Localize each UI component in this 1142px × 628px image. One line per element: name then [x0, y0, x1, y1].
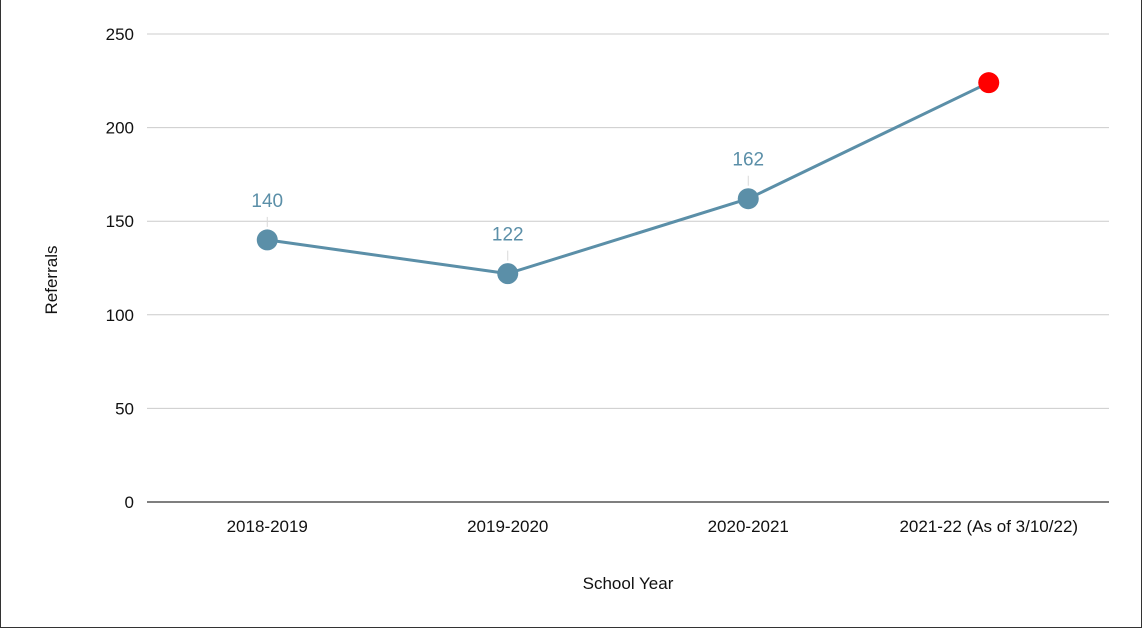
y-tick-labels: 0 50 100 150 200 250: [106, 25, 134, 512]
x-tick-label: 2019-2020: [467, 517, 548, 536]
data-label: 162: [732, 150, 764, 171]
highlighted-data-point: [978, 72, 1000, 94]
y-tick-label: 100: [106, 306, 134, 325]
data-points: [256, 72, 1000, 285]
data-point: [737, 188, 759, 210]
data-point: [256, 229, 278, 251]
y-tick-label: 250: [106, 25, 134, 44]
y-tick-label: 50: [115, 399, 134, 418]
data-label: 122: [492, 225, 524, 246]
data-point: [497, 263, 519, 285]
x-tick-label: 2018-2019: [227, 517, 308, 536]
series-line: [267, 81, 990, 276]
x-axis-title: School Year: [583, 574, 674, 593]
y-tick-label: 150: [106, 212, 134, 231]
y-tick-label: 0: [125, 493, 134, 512]
series-line: [267, 81, 990, 276]
data-label: 140: [251, 191, 283, 212]
x-tick-labels: 2018-2019 2019-2020 2020-2021 2021-22 (As o…: [227, 517, 1078, 536]
y-tick-label: 200: [106, 119, 134, 138]
x-tick-label: 2020-2021: [708, 517, 789, 536]
x-tick-label: 2021-22 (As of 3/10/22): [899, 517, 1078, 536]
data-labels: 140 122 162: [251, 150, 764, 261]
gridlines: [147, 33, 1109, 409]
y-axis-title: Referrals: [42, 246, 61, 315]
